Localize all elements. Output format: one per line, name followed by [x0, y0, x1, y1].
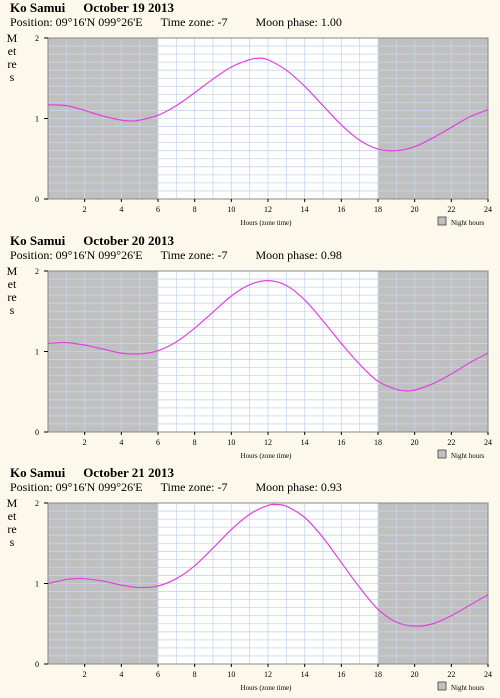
- moon-phase-text: Moon phase: 1.00: [255, 15, 342, 29]
- x-axis-label: Hours (zone time): [241, 219, 293, 227]
- x-tick-label: 8: [193, 670, 197, 679]
- legend-swatch: [437, 216, 447, 226]
- x-tick-label: 14: [301, 670, 309, 679]
- chart-title: Ko Samui October 19 2013: [10, 0, 174, 16]
- x-tick-label: 24: [484, 205, 492, 214]
- y-tick-label: 1: [35, 348, 39, 357]
- y-tick-label: 2: [35, 34, 39, 43]
- legend-swatch: [437, 681, 447, 691]
- y-tick-label: 1: [35, 115, 39, 124]
- x-axis-label: Hours (zone time): [241, 684, 293, 692]
- position-text: Position: 09°16'N 099°26'E: [10, 480, 143, 494]
- y-tick-label: 2: [35, 267, 39, 276]
- x-tick-label: 16: [337, 438, 345, 447]
- x-tick-label: 18: [374, 670, 382, 679]
- moon-phase-text: Moon phase: 0.93: [255, 480, 342, 494]
- x-tick-label: 4: [119, 670, 123, 679]
- x-tick-label: 18: [374, 438, 382, 447]
- chart-date: October 20 2013: [83, 233, 175, 248]
- y-tick-label: 0: [35, 195, 39, 204]
- x-tick-label: 2: [83, 438, 87, 447]
- x-tick-label: 6: [156, 670, 160, 679]
- y-tick-label: 0: [35, 428, 39, 437]
- chart-info: Position: 09°16'N 099°26'E Time zone: -7 M…: [10, 248, 342, 264]
- tide-chart-oct-21: Ko Samui October 21 2013 Position: 09°16'…: [0, 465, 500, 697]
- position-text: Position: 09°16'N 099°26'E: [10, 248, 143, 262]
- position-text: Position: 09°16'N 099°26'E: [10, 15, 143, 29]
- location-name: Ko Samui: [10, 465, 66, 480]
- x-axis-label: Hours (zone time): [241, 452, 293, 460]
- tide-curve: [47, 280, 489, 392]
- x-tick-label: 12: [264, 670, 272, 679]
- tide-chart-oct-19: Ko Samui October 19 2013 Position: 09°16'…: [0, 0, 500, 232]
- legend-label: Night hours: [451, 219, 485, 227]
- legend-swatch: [437, 449, 447, 459]
- x-tick-label: 20: [411, 670, 419, 679]
- x-tick-label: 20: [411, 205, 419, 214]
- timezone-text: Time zone: -7: [160, 480, 228, 494]
- legend-label: Night hours: [451, 684, 485, 692]
- x-tick-label: 22: [447, 438, 455, 447]
- x-tick-label: 4: [119, 205, 123, 214]
- y-tick-label: 1: [35, 580, 39, 589]
- x-tick-label: 6: [156, 438, 160, 447]
- x-tick-label: 20: [411, 438, 419, 447]
- y-axis-label: Metres: [6, 264, 18, 317]
- chart-title: Ko Samui October 20 2013: [10, 233, 174, 249]
- x-tick-label: 14: [301, 438, 309, 447]
- location-name: Ko Samui: [10, 233, 66, 248]
- tide-chart-oct-20: Ko Samui October 20 2013 Position: 09°16'…: [0, 233, 500, 465]
- x-tick-label: 6: [156, 205, 160, 214]
- chart-info: Position: 09°16'N 099°26'E Time zone: -7 M…: [10, 480, 342, 496]
- x-tick-label: 16: [337, 670, 345, 679]
- x-tick-label: 10: [227, 670, 235, 679]
- x-tick-label: 2: [83, 670, 87, 679]
- x-tick-label: 24: [484, 670, 492, 679]
- legend-label: Night hours: [451, 452, 485, 460]
- x-tick-label: 12: [264, 205, 272, 214]
- x-tick-label: 18: [374, 205, 382, 214]
- timezone-text: Time zone: -7: [160, 248, 228, 262]
- y-axis-label: Metres: [6, 496, 18, 549]
- x-tick-label: 16: [337, 205, 345, 214]
- tide-curve: [47, 503, 489, 627]
- tide-curve: [47, 57, 489, 152]
- x-tick-label: 10: [227, 205, 235, 214]
- x-tick-label: 4: [119, 438, 123, 447]
- x-tick-label: 10: [227, 438, 235, 447]
- x-tick-label: 24: [484, 438, 492, 447]
- location-name: Ko Samui: [10, 0, 66, 15]
- timezone-text: Time zone: -7: [160, 15, 228, 29]
- x-tick-label: 12: [264, 438, 272, 447]
- x-tick-label: 22: [447, 670, 455, 679]
- y-axis-label: Metres: [6, 31, 18, 84]
- x-tick-label: 8: [193, 205, 197, 214]
- x-tick-label: 8: [193, 438, 197, 447]
- x-tick-label: 14: [301, 205, 309, 214]
- x-tick-label: 22: [447, 205, 455, 214]
- y-tick-label: 0: [35, 660, 39, 669]
- y-tick-label: 2: [35, 499, 39, 508]
- chart-title: Ko Samui October 21 2013: [10, 465, 174, 481]
- chart-date: October 21 2013: [83, 465, 175, 480]
- chart-info: Position: 09°16'N 099°26'E Time zone: -7 M…: [10, 15, 342, 31]
- moon-phase-text: Moon phase: 0.98: [255, 248, 342, 262]
- x-tick-label: 2: [83, 205, 87, 214]
- chart-date: October 19 2013: [83, 0, 175, 15]
